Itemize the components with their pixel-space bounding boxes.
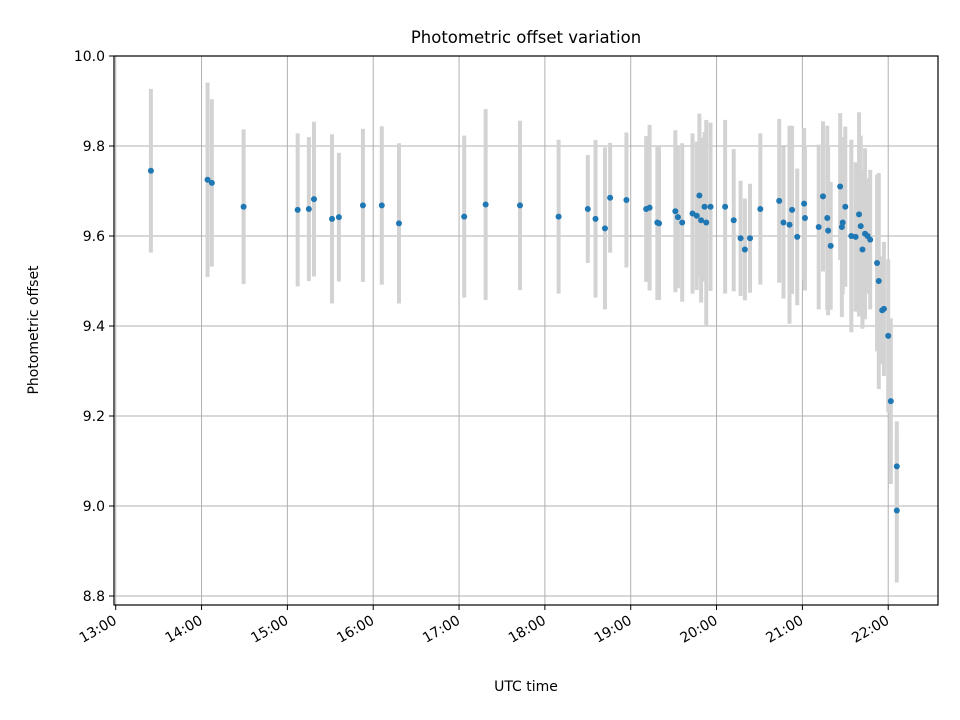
data-point bbox=[815, 224, 822, 230]
y-tick-label: 10.0 bbox=[74, 49, 105, 65]
data-point bbox=[837, 183, 844, 190]
data-point bbox=[698, 217, 705, 224]
data-point bbox=[701, 203, 708, 210]
data-point bbox=[722, 203, 729, 210]
data-point bbox=[875, 278, 882, 284]
x-axis-label: UTC time bbox=[494, 679, 558, 695]
data-point bbox=[880, 305, 887, 312]
data-point bbox=[825, 227, 832, 234]
data-point bbox=[857, 223, 864, 230]
data-point bbox=[839, 219, 846, 226]
x-tick-label: 19:00 bbox=[592, 613, 635, 647]
data-point bbox=[395, 220, 402, 227]
data-point bbox=[859, 246, 866, 253]
x-tick-label: 15:00 bbox=[248, 613, 291, 647]
data-point bbox=[601, 225, 608, 232]
data-point bbox=[555, 213, 562, 220]
data-point bbox=[359, 202, 366, 209]
data-point bbox=[294, 206, 301, 213]
x-tick-label: 20:00 bbox=[678, 613, 721, 647]
y-axis-label: Photometric offset bbox=[26, 265, 42, 395]
x-axis-ticks: 13:00 14:00 15:00 16:00 17:00 18:00 19:00 20:00… bbox=[77, 605, 892, 647]
data-point bbox=[584, 206, 591, 212]
data-point bbox=[776, 197, 783, 204]
data-point bbox=[757, 206, 764, 212]
data-point bbox=[696, 192, 703, 199]
data-point bbox=[707, 203, 714, 210]
data-point bbox=[310, 196, 317, 203]
data-point bbox=[794, 233, 801, 240]
grid-layer bbox=[114, 55, 938, 605]
data-point bbox=[482, 201, 489, 208]
data-point bbox=[842, 203, 849, 210]
data-point bbox=[693, 212, 700, 219]
data-point bbox=[646, 204, 653, 211]
data-point bbox=[893, 463, 900, 470]
x-tick-label: 18:00 bbox=[506, 613, 549, 647]
data-point bbox=[335, 214, 342, 221]
data-point bbox=[786, 221, 793, 228]
data-point bbox=[607, 194, 614, 201]
y-tick-label: 9.2 bbox=[83, 409, 105, 425]
data-point bbox=[623, 197, 630, 203]
y-tick-label: 9.0 bbox=[83, 499, 105, 515]
data-point bbox=[852, 233, 859, 240]
data-point bbox=[741, 246, 748, 253]
y-tick-label: 8.8 bbox=[83, 589, 105, 605]
y-tick-label: 9.8 bbox=[83, 139, 105, 155]
data-point bbox=[679, 219, 686, 226]
data-point bbox=[819, 193, 826, 200]
errorbar-layer bbox=[148, 82, 899, 583]
data-point bbox=[516, 202, 523, 209]
point-layer bbox=[147, 167, 900, 514]
data-point bbox=[874, 260, 881, 266]
data-point bbox=[204, 176, 211, 183]
y-tick-label: 9.4 bbox=[83, 319, 105, 335]
data-point bbox=[824, 215, 831, 221]
data-point bbox=[867, 236, 874, 243]
data-point bbox=[703, 219, 710, 226]
data-point bbox=[780, 219, 787, 226]
data-point bbox=[240, 203, 247, 210]
data-point bbox=[789, 206, 796, 213]
data-point bbox=[730, 217, 737, 224]
data-point bbox=[737, 235, 744, 242]
chart-title: Photometric offset variation bbox=[411, 28, 641, 47]
data-point bbox=[461, 213, 468, 220]
data-point bbox=[801, 200, 808, 207]
x-tick-label: 17:00 bbox=[420, 613, 463, 647]
data-point bbox=[305, 206, 312, 212]
data-point bbox=[838, 224, 845, 230]
data-point bbox=[674, 214, 681, 221]
data-point bbox=[672, 208, 679, 215]
data-point bbox=[329, 215, 336, 222]
data-point bbox=[885, 332, 892, 339]
data-point bbox=[801, 215, 808, 221]
x-tick-label: 22:00 bbox=[849, 613, 892, 647]
data-point bbox=[378, 202, 385, 209]
data-point bbox=[887, 398, 894, 405]
x-tick-label: 16:00 bbox=[334, 613, 377, 647]
data-point bbox=[208, 179, 215, 186]
y-axis-ticks: 8.8 9.0 9.2 9.4 9.6 9.8 10.0 bbox=[74, 49, 114, 605]
x-tick-label: 21:00 bbox=[763, 613, 806, 647]
data-point bbox=[747, 235, 754, 242]
x-tick-label: 13:00 bbox=[77, 613, 120, 647]
y-tick-label: 9.6 bbox=[83, 229, 105, 245]
data-point bbox=[656, 220, 663, 227]
data-point bbox=[856, 211, 863, 218]
data-point bbox=[592, 215, 599, 222]
data-point bbox=[827, 242, 834, 249]
data-point bbox=[147, 167, 154, 174]
data-point bbox=[893, 507, 900, 514]
plot-frame bbox=[113, 55, 939, 606]
x-tick-label: 14:00 bbox=[163, 613, 206, 647]
